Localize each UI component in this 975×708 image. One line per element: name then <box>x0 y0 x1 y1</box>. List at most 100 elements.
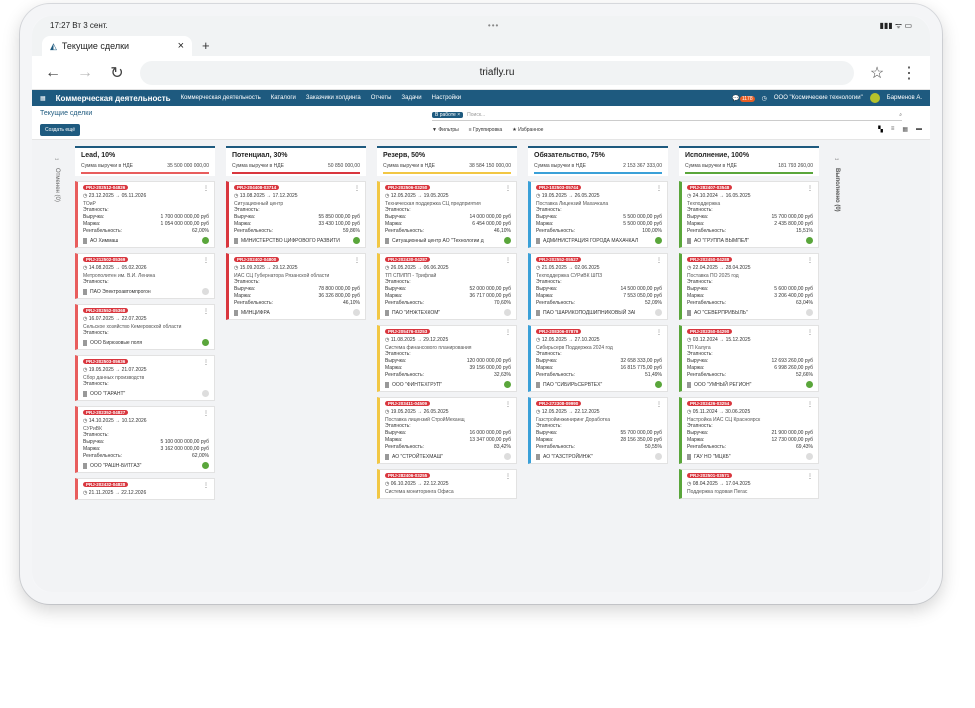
deal-card[interactable]: PRJ-202402-04800 ⋮ ◷ 15.09.2025 → 29.12.20… <box>226 253 366 320</box>
pivot-view-icon[interactable]: ▦ <box>902 127 908 133</box>
app-title[interactable]: Коммерческая деятельность <box>55 93 171 103</box>
search-bar[interactable]: В работе × Поиск... ⌕ <box>432 109 902 121</box>
forward-icon[interactable]: → <box>77 63 93 81</box>
deal-card[interactable]: PRJ-202552-05368 ⋮ ◷ 16.07.2025 → 22.07.20… <box>75 304 215 350</box>
deal-card[interactable]: PRJ-282407-03548 ⋮ ◷ 24.10.2024 → 16.05.20… <box>679 181 819 248</box>
chat-icon[interactable]: 💬 1178 <box>732 95 755 102</box>
menu-tasks[interactable]: Задачи <box>401 95 422 101</box>
card-menu-icon[interactable]: ⋮ <box>807 186 813 192</box>
card-menu-icon[interactable]: ⋮ <box>807 330 813 336</box>
deal-card[interactable]: PRJ-212502-05369 ⋮ ◷ 14.08.2025 → 05.02.20… <box>75 253 215 299</box>
column-header[interactable]: Lead, 10% Сумма выручки в НДЕ 35 500 000 0… <box>75 146 215 176</box>
deal-card[interactable]: PRJ-282406-03255 ⋮ ◷ 06.10.2025 → 22.12.20… <box>377 469 517 499</box>
deal-card[interactable]: PRJ-272308-09990 ⋮ ◷ 12.05.2025 → 22.12.20… <box>528 397 668 464</box>
assignee-avatar[interactable] <box>202 462 209 469</box>
card-menu-icon[interactable]: ⋮ <box>656 258 662 264</box>
card-menu-icon[interactable]: ⋮ <box>354 186 360 192</box>
assignee-avatar[interactable] <box>655 237 662 244</box>
card-menu-icon[interactable]: ⋮ <box>807 402 813 408</box>
card-menu-icon[interactable]: ⋮ <box>807 474 813 480</box>
card-menu-icon[interactable]: ⋮ <box>505 330 511 336</box>
menu-commercial[interactable]: Коммерческая деятельность <box>180 95 261 101</box>
column-header[interactable]: Потенциал, 30% Сумма выручки в НДЕ 50 850 … <box>226 146 366 176</box>
deal-card[interactable]: PRJ-202450-04288 ⋮ ◷ 22.04.2025 → 28.04.20… <box>679 253 819 320</box>
assignee-avatar[interactable] <box>504 309 511 316</box>
new-tab-button[interactable]: + <box>202 38 210 53</box>
assignee-avatar[interactable] <box>504 381 511 388</box>
assignee-avatar[interactable] <box>806 309 813 316</box>
apps-grid-icon[interactable]: ▦ <box>40 95 46 102</box>
breadcrumb[interactable]: Текущие сделки <box>40 110 93 117</box>
filters-button[interactable]: ▼ Фильтры <box>432 127 459 133</box>
card-menu-icon[interactable]: ⋮ <box>656 186 662 192</box>
assignee-avatar[interactable] <box>353 237 360 244</box>
url-field[interactable]: triafly.ru <box>140 60 854 85</box>
create-button[interactable]: Создать ещё <box>40 124 81 136</box>
assignee-avatar[interactable] <box>806 453 813 460</box>
deal-card[interactable]: PRJ-102503-05744 ⋮ ◷ 19.05.2025 → 26.05.20… <box>528 181 668 248</box>
deal-card[interactable]: PRJ-202552-05527 ⋮ ◷ 21.05.2025 → 02.06.20… <box>528 253 668 320</box>
menu-catalogs[interactable]: Каталоги <box>270 95 296 101</box>
folded-column-done[interactable]: ↔ Выполнено (0) <box>830 146 844 592</box>
deal-card[interactable]: PRJ-202432-04828 ⋮ ◷ 21.11.2025 → 22.12.20… <box>75 478 215 500</box>
user-name[interactable]: Барменов А. <box>886 95 922 101</box>
assignee-avatar[interactable] <box>202 237 209 244</box>
deal-card[interactable]: PRJ-203411-04509 ⋮ ◷ 19.05.2025 → 26.05.20… <box>377 397 517 464</box>
deal-card[interactable]: PRJ-202512-04826 ⋮ ◷ 23.12.2025 → 05.11.20… <box>75 181 215 248</box>
multitask-dots[interactable]: ••• <box>487 20 500 30</box>
card-menu-icon[interactable]: ⋮ <box>505 402 511 408</box>
company-switcher[interactable]: ООО "Космические технологии" <box>773 95 863 101</box>
assignee-avatar[interactable] <box>504 453 511 460</box>
card-menu-icon[interactable]: ⋮ <box>203 483 209 489</box>
menu-customers[interactable]: Заказчики холдинга <box>305 95 361 101</box>
user-avatar[interactable] <box>869 93 880 103</box>
assignee-avatar[interactable] <box>655 309 662 316</box>
folded-column-cancelled[interactable]: ↔ Отменен (0) <box>50 146 64 592</box>
deal-card[interactable]: PRJ-202352-04827 ⋮ ◷ 14.10.2025 → 10.12.20… <box>75 406 215 473</box>
more-menu-icon[interactable]: ⋮ <box>901 64 917 82</box>
favorites-button[interactable]: ★ Избранное <box>512 127 544 133</box>
close-tab-icon[interactable]: × <box>177 40 184 52</box>
deal-card[interactable]: PRJ-202430-04287 ⋮ ◷ 26.05.2025 → 06.06.20… <box>377 253 517 320</box>
deal-card[interactable]: PRJ-202501-03571 ⋮ ◷ 08.04.2025 → 17.04.20… <box>679 469 819 499</box>
deal-card[interactable]: PRJ-202350-04290 ⋮ ◷ 03.12.2024 → 15.12.20… <box>679 325 819 392</box>
card-menu-icon[interactable]: ⋮ <box>203 186 209 192</box>
assignee-avatar[interactable] <box>353 309 360 316</box>
column-header[interactable]: Резерв, 50% Сумма выручки в НДЕ 38 584 150… <box>377 146 517 176</box>
deal-card[interactable]: PRJ-204408-03714 ⋮ ◷ 13.08.2025 → 17.12.20… <box>226 181 366 248</box>
grouping-button[interactable]: ≡ Группировка <box>468 127 503 133</box>
deal-card[interactable]: PRJ-205476-03253 ⋮ ◷ 11.08.2025 → 29.12.20… <box>377 325 517 392</box>
assignee-avatar[interactable] <box>202 390 209 397</box>
assignee-avatar[interactable] <box>202 288 209 295</box>
deal-card[interactable]: PRJ-208306-07879 ⋮ ◷ 12.05.2025 → 27.10.20… <box>528 325 668 392</box>
card-menu-icon[interactable]: ⋮ <box>505 474 511 480</box>
deal-card[interactable]: PRJ-202506-03250 ⋮ ◷ 12.05.2025 → 19.05.20… <box>377 181 517 248</box>
kanban-view-icon[interactable]: ▚ <box>878 127 883 133</box>
column-header[interactable]: Обязательство, 75% Сумма выручки в НДЕ 2 1… <box>528 146 668 176</box>
card-menu-icon[interactable]: ⋮ <box>656 402 662 408</box>
search-icon[interactable]: ⌕ <box>899 111 902 118</box>
card-menu-icon[interactable]: ⋮ <box>807 258 813 264</box>
card-menu-icon[interactable]: ⋮ <box>203 309 209 315</box>
list-view-icon[interactable]: ≡ <box>890 126 895 132</box>
card-menu-icon[interactable]: ⋮ <box>354 258 360 264</box>
assignee-avatar[interactable] <box>655 381 662 388</box>
graph-view-icon[interactable]: ▬ <box>916 126 922 132</box>
card-menu-icon[interactable]: ⋮ <box>505 258 511 264</box>
reload-icon[interactable]: ↻ <box>110 64 124 82</box>
card-menu-icon[interactable]: ⋮ <box>203 360 209 366</box>
deal-card[interactable]: PRJ-202426-03254 ⋮ ◷ 05.11.2024 → 30.06.20… <box>679 397 819 464</box>
card-menu-icon[interactable]: ⋮ <box>505 186 511 192</box>
assignee-avatar[interactable] <box>806 381 813 388</box>
menu-reports[interactable]: Отчеты <box>370 95 392 101</box>
back-icon[interactable]: ← <box>45 63 61 81</box>
card-menu-icon[interactable]: ⋮ <box>656 330 662 336</box>
column-header[interactable]: Исполнение, 100% Сумма выручки в НДЕ 181 7… <box>679 146 819 176</box>
assignee-avatar[interactable] <box>806 237 813 244</box>
filter-facet[interactable]: В работе × <box>432 111 464 118</box>
assignee-avatar[interactable] <box>655 453 662 460</box>
card-menu-icon[interactable]: ⋮ <box>203 411 209 417</box>
menu-settings[interactable]: Настройки <box>431 95 462 101</box>
assignee-avatar[interactable] <box>504 237 511 244</box>
search-input[interactable]: Поиск... <box>467 111 486 118</box>
